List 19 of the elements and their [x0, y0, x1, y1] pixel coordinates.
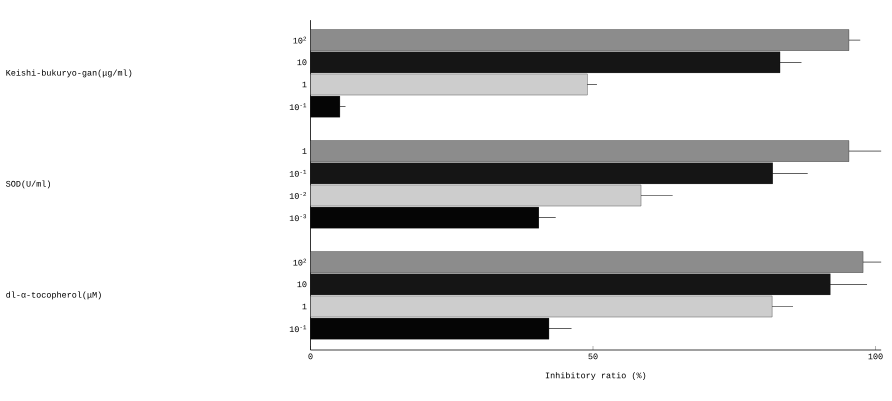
text: SOD(U/ml)	[6, 180, 50, 188]
y-tick-label: 10$^{2}$	[293, 258, 306, 266]
x-tick-label: 50	[588, 354, 598, 360]
y-tick-label: 10$^{2}$	[293, 36, 306, 44]
y-tick-label: 1	[302, 304, 307, 310]
y-tick-label: 1	[302, 148, 307, 154]
text: Keishi-bukuryo-gan(μg/ml)	[6, 69, 132, 78]
x-axis-title: Inhibitory ratio (%)	[546, 372, 646, 380]
x-tick-label: 100	[868, 354, 883, 360]
y-tick-label: 10$^{-3}$	[290, 214, 306, 222]
y-tick-label: 10$^{-1}$	[290, 170, 306, 177]
y-tick-label: 10$^{-1}$	[290, 325, 306, 332]
y-tick-label: 1	[302, 82, 307, 88]
x-tick-label: 0	[308, 354, 313, 360]
y-tick-label: 10$^{-2}$	[290, 192, 306, 199]
y-tick-label: 10$^{-1}$	[290, 103, 306, 110]
y-tick-label: 10	[297, 59, 306, 66]
y-tick-label: 10	[297, 281, 306, 288]
text: dl-α-tocopherol(μM)	[6, 291, 101, 300]
